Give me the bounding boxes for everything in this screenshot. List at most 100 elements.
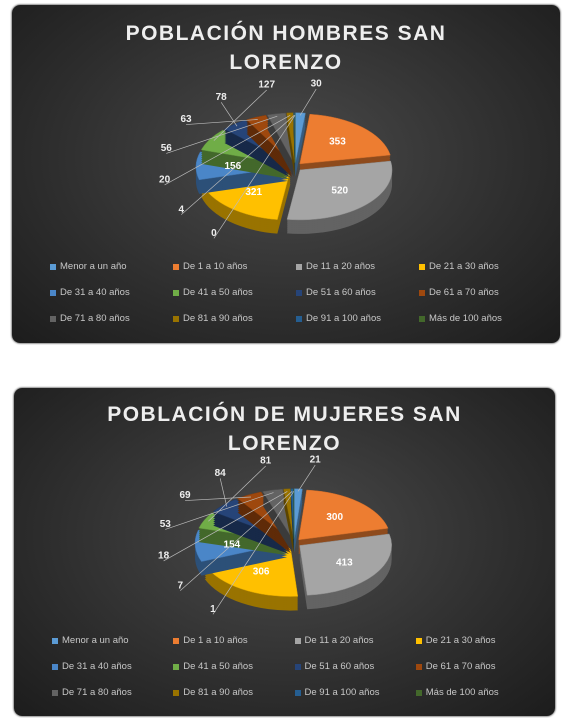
legend-label: De 41 a 50 años: [183, 661, 253, 672]
legend-swatch: [173, 689, 180, 696]
legend-label: De 81 a 90 años: [183, 313, 253, 324]
slice-side: [262, 503, 293, 553]
leader-line: [213, 89, 267, 141]
chart: 30 353 520 321 156 127 78 63 56 20 4 0: [159, 79, 393, 239]
legend-swatch: [173, 263, 179, 270]
legend-item: De 81 a 90 años: [173, 313, 296, 324]
legend-swatch: [415, 663, 422, 670]
legend-item: De 31 a 40 años: [50, 287, 173, 298]
data-label: 84: [215, 468, 227, 479]
pie-slice: [295, 112, 306, 177]
legend-label: De 51 a 60 años: [304, 661, 375, 672]
legend-item: De 21 a 30 años: [419, 261, 542, 272]
data-label: 30: [311, 79, 323, 90]
pie-slice: [204, 546, 299, 611]
leader-line: [212, 491, 295, 615]
legend-swatch: [296, 289, 302, 296]
legend-swatch: [50, 315, 56, 322]
leader-line: [166, 115, 278, 154]
data-label: 0: [211, 228, 217, 239]
leader-line: [164, 115, 291, 186]
data-label: 56: [161, 143, 173, 154]
legend-swatch: [173, 289, 179, 296]
pie-slice: [293, 112, 296, 177]
legend-item: De 21 a 30 años: [415, 635, 537, 646]
leader-line: [185, 496, 251, 501]
pie-slice: [299, 533, 392, 610]
slice-top: [298, 489, 389, 541]
legend-swatch: [52, 663, 58, 670]
pie-slice: [298, 489, 389, 554]
pie-slice: [290, 488, 295, 553]
legend-label: De 51 a 60 años: [306, 287, 376, 298]
data-label: 520: [331, 185, 348, 196]
legend-item: De 51 a 60 años: [296, 287, 419, 298]
legend-swatch: [50, 289, 56, 296]
legend-item: Más de 100 años: [415, 687, 537, 698]
legend-swatch: [173, 315, 179, 322]
legend-label: De 61 a 70 años: [425, 661, 496, 672]
legend-item: De 71 a 80 años: [50, 313, 173, 324]
pie-slice: [262, 488, 293, 553]
legend-label: De 1 a 10 años: [183, 635, 248, 646]
legend-item: De 1 a 10 años: [173, 635, 294, 646]
legend-label: De 71 a 80 años: [60, 313, 130, 324]
legend: Menor a un año De 1 a 10 años De 11 a 20 a…: [52, 635, 537, 698]
legend-label: De 31 a 40 años: [62, 661, 132, 672]
data-label: 7: [177, 580, 183, 591]
pie-slice: [294, 488, 303, 553]
leader-line: [180, 491, 293, 591]
slice-top: [286, 160, 393, 221]
legend: Menor a un año De 1 a 10 años De 11 a 20 a…: [50, 261, 542, 324]
legend-swatch: [52, 637, 58, 644]
legend-item: De 61 a 70 años: [419, 287, 542, 298]
legend-swatch: [294, 663, 301, 670]
slice-side: [262, 499, 293, 549]
data-label: 20: [159, 175, 171, 186]
data-label: 1: [210, 604, 216, 615]
legend-swatch: [419, 315, 425, 322]
legend-label: De 31 a 40 años: [60, 287, 130, 298]
legend-swatch: [419, 263, 425, 270]
legend-item: De 1 a 10 años: [173, 261, 296, 272]
legend-label: De 91 a 100 años: [304, 687, 380, 698]
legend-item: De 81 a 90 años: [173, 687, 294, 698]
legend-label: Menor a un año: [60, 261, 127, 272]
data-label: 53: [160, 519, 172, 530]
legend-item: Más de 100 años: [419, 313, 542, 324]
pie-slice: [286, 160, 393, 234]
legend-label: De 21 a 30 años: [425, 635, 496, 646]
legend-swatch: [296, 315, 302, 322]
data-label: 18: [158, 551, 170, 562]
slice-top: [295, 112, 306, 163]
legend-swatch: [296, 263, 302, 270]
leader-line: [165, 492, 274, 530]
legend-swatch: [294, 637, 301, 644]
slice-top: [262, 488, 293, 540]
leader-line: [299, 88, 317, 116]
legend-item: De 41 a 50 años: [173, 661, 294, 672]
legend-swatch: [294, 689, 301, 696]
data-label: 300: [326, 512, 343, 523]
data-label: 81: [260, 456, 272, 467]
legend-item: De 91 a 100 años: [294, 687, 416, 698]
slice-side: [262, 493, 293, 543]
chart-panel: POBLACIÓN HOMBRES SAN LORENZO 30 353 520 32…: [12, 5, 560, 343]
leader-line: [186, 119, 258, 125]
pie-slice: [286, 112, 295, 177]
legend-label: De 71 a 80 años: [62, 687, 132, 698]
legend-item: De 11 a 20 años: [296, 261, 419, 272]
legend-item: De 31 a 40 años: [52, 661, 173, 672]
data-label: 78: [216, 92, 228, 103]
legend-label: De 41 a 50 años: [183, 287, 253, 298]
chart-panel: POBLACIÓN DE MUJERES SAN LORENZO 21 300 41…: [14, 388, 555, 716]
legend-label: Menor a un año: [62, 635, 129, 646]
legend-label: De 81 a 90 años: [183, 687, 253, 698]
legend-item: De 41 a 50 años: [173, 287, 296, 298]
legend-swatch: [173, 637, 180, 644]
legend-label: De 11 a 20 años: [304, 635, 374, 646]
data-label: 127: [258, 80, 275, 91]
leader-line: [163, 491, 288, 562]
chart-title: POBLACIÓN DE MUJERES SAN LORENZO: [107, 403, 462, 455]
